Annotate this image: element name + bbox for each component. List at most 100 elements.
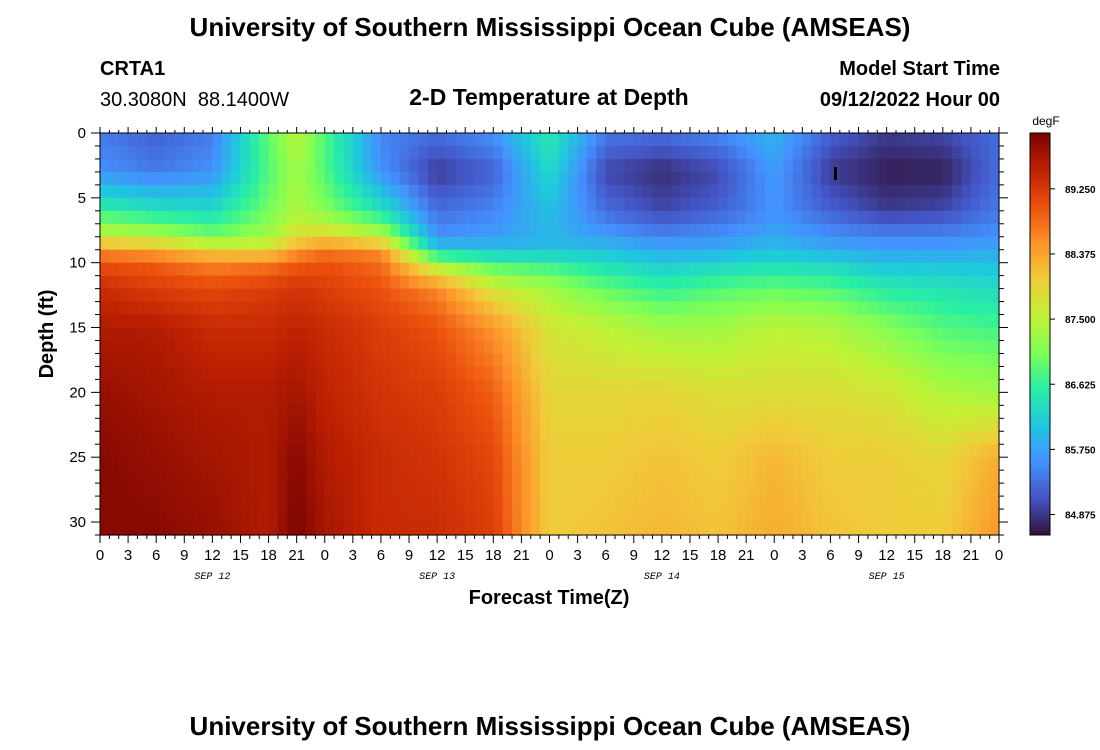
heatmap-cell: [268, 327, 279, 342]
heatmap-cell: [877, 457, 888, 471]
heatmap-cell: [362, 223, 373, 238]
heatmap-cell: [343, 444, 354, 458]
heatmap-cell: [502, 288, 513, 303]
station-id: CRTA1: [100, 58, 165, 80]
heatmap-cell: [905, 327, 916, 342]
heatmap-cell: [455, 210, 466, 225]
heatmap-cell: [118, 392, 129, 406]
heatmap-cell: [708, 262, 719, 277]
heatmap-cell: [830, 262, 841, 277]
heatmap-cell: [296, 171, 307, 186]
heatmap-cell: [586, 249, 597, 264]
heatmap-cell: [942, 262, 953, 277]
heatmap-cell: [193, 314, 204, 329]
heatmap-cell: [399, 314, 410, 329]
heatmap-cell: [905, 314, 916, 329]
heatmap-cell: [708, 301, 719, 316]
heatmap-cell: [624, 210, 635, 225]
heatmap-cell: [895, 314, 906, 329]
heatmap-cell: [240, 509, 251, 523]
heatmap-cell: [100, 145, 110, 160]
heatmap-cell: [128, 171, 139, 186]
heatmap-cell: [502, 496, 513, 510]
heatmap-cell: [821, 262, 832, 277]
heatmap-cell: [474, 236, 485, 251]
heatmap-cell: [371, 405, 382, 419]
heatmap-cell: [689, 210, 700, 225]
heatmap-cell: [783, 275, 794, 290]
heatmap-cell: [586, 496, 597, 510]
heatmap-cell: [540, 340, 551, 355]
heatmap-cell: [821, 288, 832, 303]
heatmap-cell: [315, 405, 326, 419]
heatmap-cell: [727, 470, 738, 484]
heatmap-cell: [409, 522, 419, 536]
heatmap-cell: [100, 444, 110, 458]
heatmap-cell: [652, 262, 663, 277]
heatmap-cell: [586, 509, 597, 523]
heatmap-cell: [867, 327, 878, 342]
heatmap-cell: [249, 145, 260, 160]
heatmap-cell: [118, 158, 129, 173]
heatmap-cell: [268, 171, 279, 186]
heatmap-cell: [315, 133, 326, 147]
x-tick-label: 15: [232, 547, 249, 564]
heatmap-cell: [512, 509, 522, 523]
heatmap-cell: [437, 327, 448, 342]
heatmap-cell: [867, 197, 878, 212]
heatmap-cell: [427, 366, 438, 380]
heatmap-cell: [203, 353, 213, 368]
heatmap-cell: [277, 184, 288, 199]
heatmap-cell: [708, 444, 719, 458]
heatmap-cell: [671, 392, 682, 406]
heatmap-cell: [109, 158, 120, 173]
heatmap-cell: [558, 340, 569, 355]
heatmap-cell: [259, 158, 270, 173]
heatmap-cell: [146, 483, 157, 497]
heatmap-cell: [718, 366, 729, 380]
heatmap-cell: [483, 288, 494, 303]
heatmap-cell: [643, 509, 654, 523]
heatmap-cell: [474, 223, 485, 238]
heatmap-cell: [371, 236, 382, 251]
heatmap-cell: [549, 483, 560, 497]
heatmap-cell: [380, 275, 391, 290]
heatmap-cell: [221, 133, 232, 147]
heatmap-cell: [746, 275, 757, 290]
heatmap-cell: [109, 431, 120, 445]
heatmap-cell: [549, 444, 560, 458]
heatmap-cell: [652, 457, 663, 471]
heatmap-cell: [427, 197, 438, 212]
heatmap-cell: [586, 314, 597, 329]
heatmap-cell: [437, 288, 448, 303]
heatmap-cell: [858, 158, 869, 173]
heatmap-cell: [680, 366, 691, 380]
heatmap-cell: [203, 158, 213, 173]
heatmap-cell: [249, 288, 260, 303]
heatmap-cell: [633, 314, 644, 329]
heatmap-cell: [755, 340, 766, 355]
heatmap-cell: [755, 275, 766, 290]
heatmap-cell: [306, 327, 316, 342]
heatmap-cell: [100, 262, 110, 277]
colorbar-tick-label: 84.875: [1065, 511, 1096, 522]
heatmap-cell: [961, 262, 972, 277]
heatmap-cell: [174, 262, 185, 277]
heatmap-cell: [287, 145, 298, 160]
heatmap-cell: [184, 496, 195, 510]
heatmap-cell: [380, 171, 391, 186]
heatmap-cell: [371, 470, 382, 484]
heatmap-cell: [792, 301, 803, 316]
heatmap-cell: [549, 275, 560, 290]
heatmap-cell: [100, 366, 110, 380]
heatmap-cell: [755, 197, 766, 212]
heatmap-cell: [811, 366, 822, 380]
heatmap-cell: [455, 236, 466, 251]
heatmap-cell: [362, 444, 373, 458]
heatmap-cell: [802, 496, 813, 510]
heatmap-cell: [109, 353, 120, 368]
heatmap-cell: [455, 314, 466, 329]
heatmap-cell: [802, 353, 813, 368]
heatmap-cell: [118, 509, 129, 523]
heatmap-cell: [334, 444, 345, 458]
